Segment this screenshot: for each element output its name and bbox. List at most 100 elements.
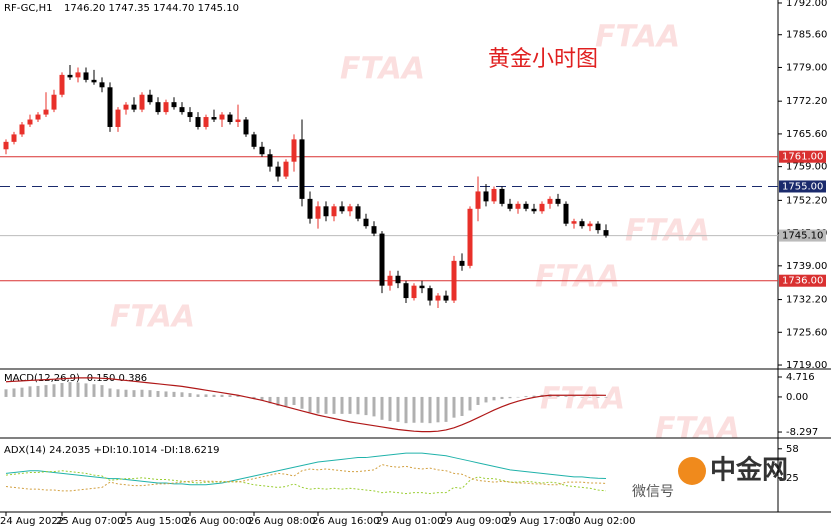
candle-body xyxy=(507,203,513,209)
x-tick-label: 24 Aug 2022 xyxy=(0,516,64,527)
candle-body xyxy=(315,206,321,219)
candle-body xyxy=(83,72,89,80)
y-tick-label: 1765.60 xyxy=(786,129,827,140)
macd-bar xyxy=(308,396,312,413)
level-label: 1755.00 xyxy=(782,181,823,192)
macd-bar xyxy=(516,396,520,398)
watermark: FTAA xyxy=(625,214,710,249)
macd-bar xyxy=(188,393,192,397)
x-tick-label: 25 Aug 07:00 xyxy=(56,516,123,527)
candle-body xyxy=(235,119,241,123)
annotation: 黄金小时图 xyxy=(488,47,598,72)
candle-body xyxy=(459,260,465,266)
candle-body xyxy=(451,260,457,301)
y-tick-label: 1792.00 xyxy=(786,0,827,9)
macd-bar xyxy=(236,395,240,397)
y-tick-label: 1719.00 xyxy=(786,360,827,371)
watermark: FTAA xyxy=(110,300,195,335)
level-label-bg xyxy=(779,274,826,287)
candle-body xyxy=(331,206,337,217)
macd-bar xyxy=(476,396,480,405)
macd-bar xyxy=(484,396,488,403)
candle-body xyxy=(171,102,177,108)
candle-body xyxy=(499,188,505,204)
macd-bar xyxy=(140,389,144,397)
candle-body xyxy=(107,87,113,127)
macd-bar xyxy=(172,391,176,397)
macd-bar xyxy=(356,396,360,415)
macd-bar xyxy=(444,396,448,422)
macd-bar xyxy=(436,396,440,423)
candle-body xyxy=(35,114,41,120)
macd-bar xyxy=(44,385,48,397)
watermark: FTAA xyxy=(540,382,625,417)
signal-line xyxy=(5,377,607,433)
y-tick-label: 1725.60 xyxy=(786,327,827,338)
candle-body xyxy=(91,79,97,83)
watermark: FTAA xyxy=(655,412,740,447)
candle-body xyxy=(571,221,577,224)
adx-title: ADX(14) 24.2035 +DI:10.1014 -DI:18.6219 xyxy=(4,445,220,456)
macd-bar xyxy=(180,392,184,397)
candle-body xyxy=(395,275,401,284)
adx-line xyxy=(5,464,607,492)
macd-bar xyxy=(500,396,504,400)
y-tick-label: 1759.00 xyxy=(786,162,827,173)
macd-bar xyxy=(36,385,40,397)
candle-body xyxy=(131,104,137,110)
candle-body xyxy=(43,109,49,115)
y-tick-label: 1739.00 xyxy=(786,261,827,272)
watermark: FTAA xyxy=(535,260,620,295)
x-tick-label: 26 Aug 08:00 xyxy=(248,516,315,527)
y-tick-label: 1772.20 xyxy=(786,96,827,107)
macd-bar xyxy=(580,396,584,398)
macd-bar xyxy=(340,396,344,414)
candle-body xyxy=(299,139,305,199)
candle-body xyxy=(291,139,297,162)
candle-body xyxy=(307,198,313,219)
adx-line xyxy=(5,470,607,495)
candle-body xyxy=(259,146,265,155)
y-tick-label: 1779.00 xyxy=(786,62,827,73)
watermark: FTAA xyxy=(340,52,425,87)
candle-body xyxy=(219,114,225,120)
candle-body xyxy=(411,285,417,299)
candle-body xyxy=(59,74,65,95)
candle-body xyxy=(243,119,249,135)
level-label: 1736.00 xyxy=(782,276,823,287)
candle-body xyxy=(427,288,433,301)
macd-bar xyxy=(68,382,72,397)
x-tick-label: 29 Aug 01:00 xyxy=(376,516,443,527)
candle-body xyxy=(539,203,545,212)
macd-bar xyxy=(364,396,368,416)
candle-body xyxy=(211,117,217,120)
macd-bar xyxy=(164,391,168,397)
level-label: 1745.10 xyxy=(782,231,823,242)
x-tick-label: 29 Aug 17:00 xyxy=(504,516,571,527)
macd-bar xyxy=(204,394,208,397)
macd-bar xyxy=(420,396,424,423)
macd-bar xyxy=(60,382,64,397)
candle-body xyxy=(147,94,153,103)
macd-bar xyxy=(4,389,8,397)
candle-body xyxy=(227,114,233,123)
macd-bar xyxy=(268,396,272,404)
candle-body xyxy=(187,112,193,118)
macd-bar xyxy=(212,394,216,397)
macd-bar xyxy=(524,396,528,397)
candle-body xyxy=(139,94,145,110)
y-tick-label: 1732.20 xyxy=(786,295,827,306)
macd-bar xyxy=(284,396,288,407)
candle-body xyxy=(379,233,385,286)
candle-body xyxy=(251,134,257,147)
macd-bar xyxy=(404,396,408,424)
y-tick-label: 58 xyxy=(786,444,799,455)
candle-body xyxy=(531,208,537,212)
macd-bar xyxy=(220,394,224,397)
candle-body xyxy=(555,198,561,204)
candle-body xyxy=(115,109,121,127)
macd-bar xyxy=(532,395,536,397)
candle-body xyxy=(491,188,497,202)
candle-body xyxy=(563,203,569,224)
